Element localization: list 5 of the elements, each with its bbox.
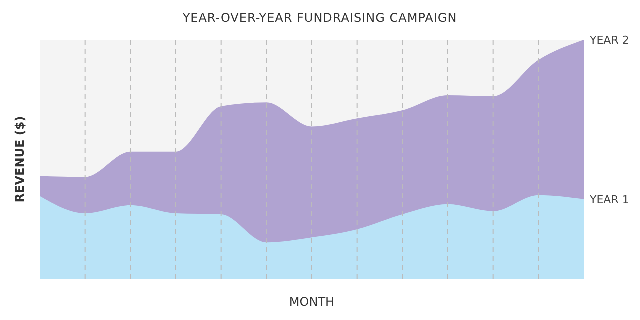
x-axis-title: MONTH [289,295,335,309]
y-axis-title: REVENUE ($) [13,116,27,203]
series-label: YEAR 1 [589,193,630,206]
series-label: YEAR 2 [589,34,630,47]
chart-title: YEAR-OVER-YEAR FUNDRAISING CAMPAIGN [182,11,458,25]
